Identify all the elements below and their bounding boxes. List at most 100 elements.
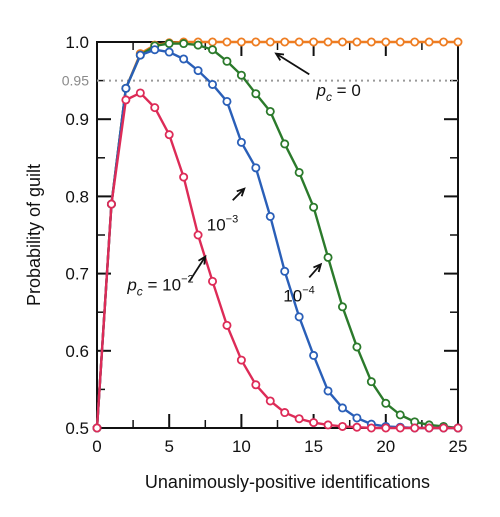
data-point bbox=[395, 37, 405, 47]
annotation-pc-4: 10−4 bbox=[283, 284, 314, 305]
data-point bbox=[251, 89, 261, 99]
data-point bbox=[294, 167, 304, 177]
data-point bbox=[381, 37, 391, 47]
data-point bbox=[381, 398, 391, 408]
data-point bbox=[309, 202, 319, 212]
data-point bbox=[395, 410, 405, 420]
y-axis-title: Probability of guilt bbox=[24, 164, 44, 306]
data-point bbox=[381, 423, 391, 433]
data-point bbox=[208, 79, 218, 89]
data-point bbox=[121, 95, 131, 105]
reference-line-label: 0.95 bbox=[62, 73, 89, 89]
data-point bbox=[193, 66, 203, 76]
data-point bbox=[265, 396, 275, 406]
data-point bbox=[280, 266, 290, 276]
y-tick-label: 0.9 bbox=[65, 110, 89, 129]
data-point bbox=[280, 408, 290, 418]
data-point bbox=[294, 312, 304, 322]
data-point bbox=[265, 106, 275, 116]
data-point bbox=[294, 37, 304, 47]
annotation-pc0: pc = 0 bbox=[315, 81, 360, 104]
data-point bbox=[323, 37, 333, 47]
data-point bbox=[208, 276, 218, 286]
annotation-arrow-pc-2-head bbox=[198, 254, 207, 265]
data-point bbox=[309, 350, 319, 360]
data-point bbox=[150, 103, 160, 113]
data-point bbox=[337, 37, 347, 47]
data-point bbox=[251, 163, 261, 173]
annotation-arrow-pc-4-head bbox=[313, 262, 323, 273]
data-point bbox=[395, 423, 405, 433]
annotation-group: pc = 0 pc = 10−2 10−3 10−4 bbox=[126, 52, 361, 305]
series-1 bbox=[92, 39, 463, 433]
data-point bbox=[323, 252, 333, 262]
data-point bbox=[439, 423, 449, 433]
data-point bbox=[265, 211, 275, 221]
data-point bbox=[164, 47, 174, 57]
data-point bbox=[439, 37, 449, 47]
series-line bbox=[95, 42, 459, 430]
series-3 bbox=[92, 88, 463, 433]
reference-line-group: 0.95 bbox=[62, 73, 458, 89]
data-point bbox=[337, 421, 347, 431]
data-point bbox=[208, 37, 218, 47]
data-point bbox=[222, 37, 232, 47]
data-point bbox=[164, 39, 174, 49]
data-point bbox=[410, 37, 420, 47]
data-point bbox=[366, 37, 376, 47]
data-point bbox=[453, 423, 463, 433]
data-point bbox=[150, 45, 160, 55]
data-point bbox=[366, 423, 376, 433]
data-point bbox=[323, 420, 333, 430]
data-point bbox=[309, 418, 319, 428]
data-point bbox=[222, 320, 232, 330]
data-point bbox=[251, 380, 261, 390]
series-line bbox=[95, 91, 458, 430]
data-point bbox=[366, 377, 376, 387]
y-tick-label: 0.5 bbox=[65, 419, 89, 438]
series-group bbox=[92, 37, 463, 433]
data-point bbox=[424, 37, 434, 47]
data-point bbox=[92, 423, 102, 433]
data-point bbox=[135, 50, 145, 60]
data-point bbox=[236, 37, 246, 47]
data-point bbox=[337, 403, 347, 413]
data-point bbox=[179, 39, 189, 49]
x-tick-label: 0 bbox=[92, 437, 101, 456]
annotation-arrow-pc-3 bbox=[232, 188, 245, 201]
y-tick-label: 0.7 bbox=[65, 265, 89, 284]
data-point bbox=[135, 88, 145, 98]
data-point bbox=[236, 70, 246, 80]
data-point bbox=[453, 37, 463, 47]
data-point bbox=[280, 37, 290, 47]
annotation-pc-3: 10−3 bbox=[207, 213, 238, 234]
data-point bbox=[323, 386, 333, 396]
data-point bbox=[179, 172, 189, 182]
y-tick-label: 0.8 bbox=[65, 187, 89, 206]
series-line bbox=[95, 40, 458, 429]
data-point bbox=[280, 139, 290, 149]
data-point bbox=[352, 37, 362, 47]
axes: 0 5 10 15 20 25 0.5 0.6 0.7 0.8 0.9 1.0 Unanimously-… bbox=[24, 33, 467, 492]
data-point bbox=[294, 414, 304, 424]
data-point bbox=[179, 54, 189, 64]
data-point bbox=[164, 130, 174, 140]
x-tick-label: 20 bbox=[376, 437, 395, 456]
data-point bbox=[208, 45, 218, 55]
annotation-arrow-pc0 bbox=[275, 52, 310, 76]
x-tick-label: 25 bbox=[449, 437, 468, 456]
annotation-arrow-pc-2 bbox=[188, 256, 207, 282]
x-axis-title: Unanimously-positive identifications bbox=[145, 472, 430, 492]
x-tick-label: 10 bbox=[232, 437, 251, 456]
data-point bbox=[352, 342, 362, 352]
data-point bbox=[193, 230, 203, 240]
annotation-pc-2: pc = 10−2 bbox=[126, 274, 193, 299]
data-point bbox=[337, 302, 347, 312]
data-point bbox=[424, 423, 434, 433]
data-point bbox=[236, 137, 246, 147]
data-point bbox=[121, 83, 131, 93]
annotation-arrow-pc-4 bbox=[308, 263, 322, 279]
data-point bbox=[236, 355, 246, 365]
data-point bbox=[352, 422, 362, 432]
